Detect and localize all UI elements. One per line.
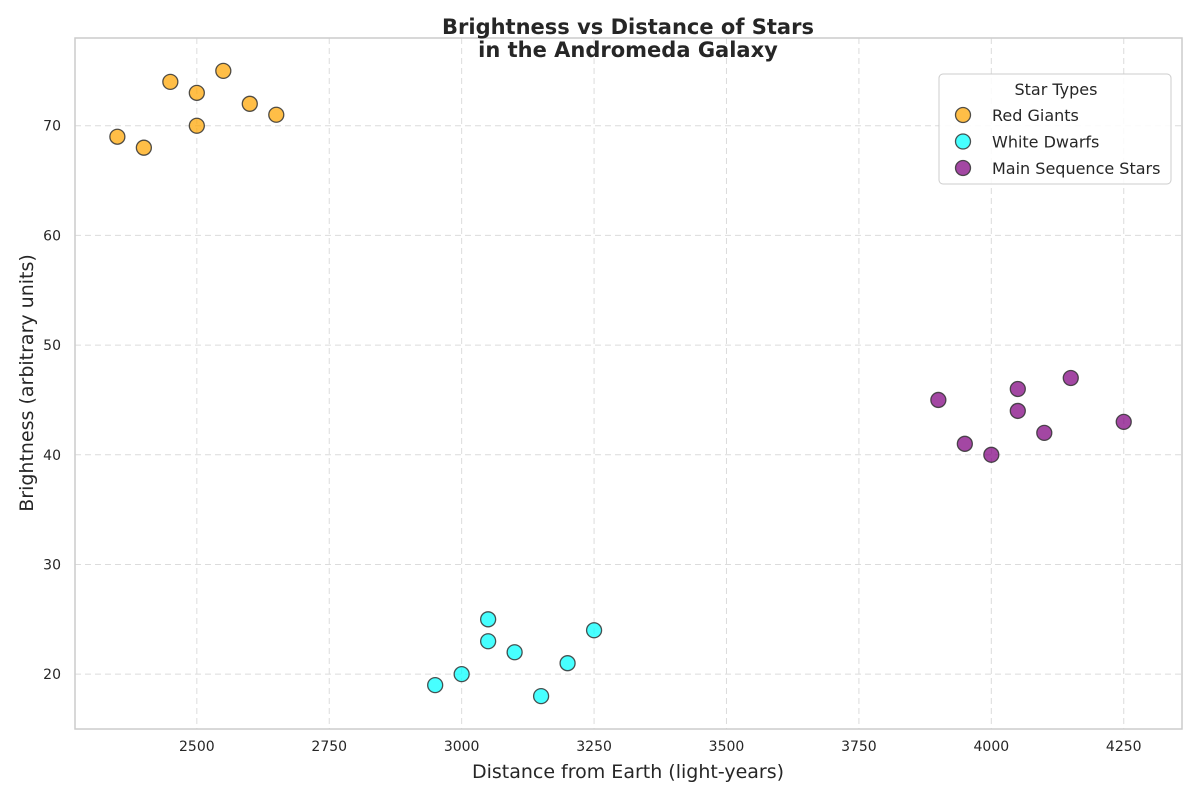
data-point: [241, 95, 258, 112]
y-tick-label: 20: [43, 667, 61, 683]
x-tick-labels: 2500 2750 3000 3250 3500 3750 4000 4250: [179, 739, 1142, 755]
y-tick-label: 70: [43, 119, 61, 135]
legend-marker: [954, 133, 972, 150]
data-point: [268, 106, 285, 123]
data-point: [559, 655, 576, 672]
legend-box: [938, 73, 1172, 185]
x-tick-label: 3750: [841, 739, 877, 755]
data-point: [1115, 413, 1132, 431]
legend-label: Main Sequence Stars: [992, 159, 1160, 178]
y-tick-label: 50: [43, 338, 61, 354]
legend-title: Star Types: [1015, 80, 1098, 99]
x-tick-label: 4000: [974, 739, 1010, 755]
data-point: [956, 435, 973, 452]
data-point: [453, 666, 470, 683]
data-point: [1009, 380, 1026, 398]
data-point: [1009, 402, 1026, 420]
legend-marker: [954, 159, 972, 177]
x-tick-label: 3250: [576, 739, 612, 755]
data-point: [506, 644, 523, 661]
x-axis-label: Distance from Earth (light-years): [472, 761, 784, 783]
data-point: [1036, 424, 1053, 442]
data-point: [188, 84, 205, 101]
x-tick-label: 3500: [709, 739, 745, 755]
data-point: [585, 622, 603, 639]
y-tick-label: 40: [43, 448, 61, 464]
data-point: [109, 128, 126, 145]
y-tick-labels: 20 30 40 50 60 70: [43, 119, 61, 683]
data-point: [215, 62, 232, 80]
data-point: [1062, 369, 1079, 387]
data-points: [109, 62, 1132, 705]
y-tick-label: 60: [43, 228, 61, 244]
data-point: [135, 139, 153, 156]
legend-marker: [954, 106, 972, 124]
x-tick-label: 2500: [179, 739, 215, 755]
chart-title-line2: in the Andromeda Galaxy: [478, 38, 778, 62]
y-axis-label: Brightness (arbitrary units): [16, 254, 38, 512]
data-point: [479, 633, 497, 650]
y-tick-label: 30: [43, 557, 61, 573]
data-point: [930, 391, 947, 409]
chart-title-line1: Brightness vs Distance of Stars: [442, 15, 814, 39]
data-point: [479, 611, 497, 628]
x-tick-label: 4250: [1106, 739, 1142, 755]
legend-label: White Dwarfs: [992, 133, 1099, 152]
x-tick-label: 2750: [311, 739, 347, 755]
data-point: [532, 687, 550, 705]
data-point: [427, 676, 444, 694]
data-point: [188, 117, 205, 134]
data-point: [983, 446, 1000, 463]
plot-frame: [74, 37, 1183, 730]
legend-label: Red Giants: [992, 106, 1079, 125]
x-tick-label: 3000: [444, 739, 480, 755]
data-point: [162, 73, 179, 91]
legend: Star Types Red Giants White Dwarfs Main Se…: [938, 73, 1172, 185]
